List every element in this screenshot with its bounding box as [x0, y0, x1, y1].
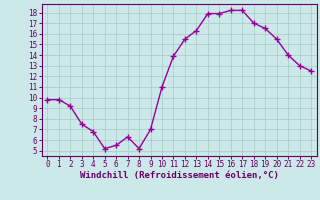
X-axis label: Windchill (Refroidissement éolien,°C): Windchill (Refroidissement éolien,°C): [80, 171, 279, 180]
